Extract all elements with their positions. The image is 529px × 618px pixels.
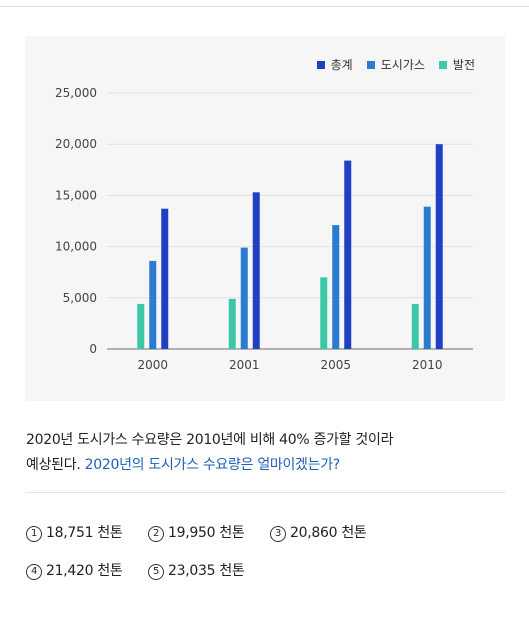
bar — [435, 144, 443, 349]
bar — [344, 160, 352, 349]
question-prompt: 2020년의 도시가스 수요량은 얼마이겠는가? — [84, 457, 341, 473]
chart-panel: 25,000 20,000 15,000 10,000 5,000 0 2000 2001 20… — [25, 36, 505, 401]
legend-label-power: 발전 — [452, 58, 475, 72]
choice-number-4: 4 — [26, 564, 42, 580]
choice-text-4: 21,420 천톤 — [46, 563, 123, 579]
choice-number-3: 3 — [270, 526, 286, 542]
x-tick-label: 2000 — [137, 358, 168, 372]
legend-item-total: 총계 — [316, 56, 353, 73]
y-tick-label: 20,000 — [55, 137, 97, 151]
choice-text-5: 23,035 천톤 — [168, 563, 245, 579]
y-tick-label: 0 — [89, 342, 97, 356]
bar — [228, 298, 236, 349]
y-tick-label: 10,000 — [55, 240, 97, 254]
choice-1[interactable]: 1 18,751 천톤 — [26, 522, 123, 542]
question-line-1: 2020년 도시가스 수요량은 2010년에 비해 40% 증가할 것이라 — [26, 432, 394, 448]
bar — [332, 225, 340, 349]
y-tick-label: 15,000 — [55, 188, 97, 202]
legend-label-total: 총계 — [330, 58, 353, 72]
choice-text-1: 18,751 천톤 — [46, 525, 123, 541]
bar — [149, 260, 157, 349]
legend-swatch-city-gas — [366, 60, 375, 69]
bar — [137, 303, 145, 349]
y-tick-label: 5,000 — [63, 291, 97, 305]
question-divider — [25, 492, 505, 493]
bar — [411, 303, 419, 349]
x-tick-label: 2005 — [320, 358, 351, 372]
bar — [161, 208, 169, 349]
bar-chart: 25,000 20,000 15,000 10,000 5,000 0 2000 2001 20… — [55, 86, 473, 372]
bar — [252, 192, 260, 349]
bar — [320, 277, 328, 349]
legend-item-city-gas: 도시가스 — [366, 56, 425, 73]
legend-label-city-gas: 도시가스 — [380, 58, 425, 72]
x-tick-label: 2001 — [229, 358, 260, 372]
choice-2[interactable]: 2 19,950 천톤 — [148, 522, 245, 542]
question-line-2: 예상된다. 2020년의 도시가스 수요량은 얼마이겠는가? — [26, 453, 506, 478]
top-divider — [0, 6, 529, 7]
choice-number-5: 5 — [148, 564, 164, 580]
question-text: 2020년 도시가스 수요량은 2010년에 비해 40% 증가할 것이라 예상… — [26, 428, 506, 478]
x-tick-label: 2010 — [412, 358, 443, 372]
choice-text-3: 20,860 천톤 — [290, 525, 367, 541]
y-tick-label: 25,000 — [55, 86, 97, 100]
choice-number-1: 1 — [26, 526, 42, 542]
legend-swatch-total — [316, 60, 325, 69]
choice-5[interactable]: 5 23,035 천톤 — [148, 560, 245, 580]
bar — [423, 206, 431, 349]
choice-4[interactable]: 4 21,420 천톤 — [26, 560, 123, 580]
choice-number-2: 2 — [148, 526, 164, 542]
choice-text-2: 19,950 천톤 — [168, 525, 245, 541]
bar — [240, 247, 248, 349]
legend-swatch-power — [438, 60, 447, 69]
choice-3[interactable]: 3 20,860 천톤 — [270, 522, 367, 542]
legend-item-power: 발전 — [438, 56, 475, 73]
chart-legend: 총계 도시가스 발전 — [316, 56, 475, 73]
question-statement: 예상된다. — [26, 457, 81, 473]
